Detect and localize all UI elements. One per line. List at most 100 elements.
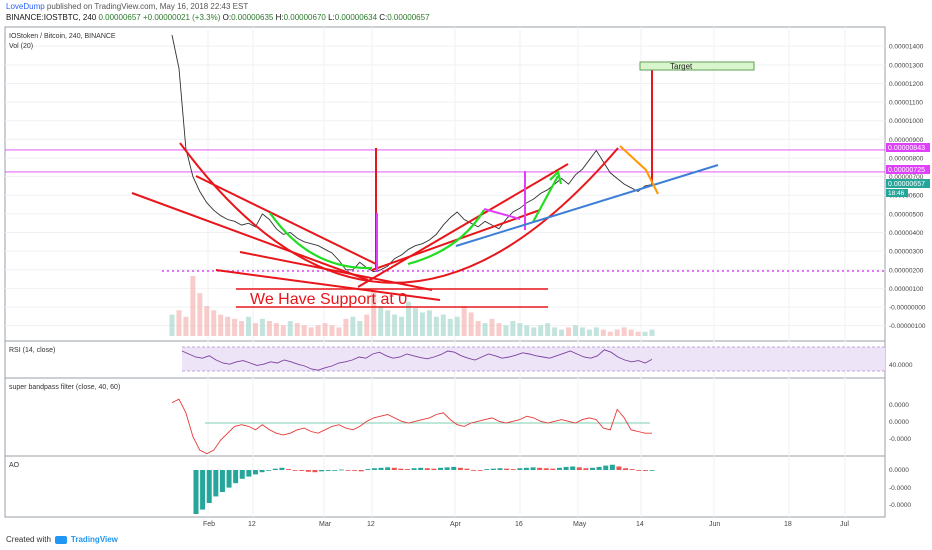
ao-bar	[213, 470, 219, 497]
ao-bar	[239, 470, 245, 479]
author-link[interactable]: LoveDump	[6, 2, 45, 11]
volume-bar	[566, 327, 572, 336]
ao-bar	[252, 470, 258, 475]
green-arc-left	[269, 212, 373, 270]
low-value: 0.00000634	[334, 13, 378, 22]
volume-bar	[447, 318, 453, 336]
ao-bar	[338, 469, 344, 471]
ao-bar	[391, 467, 397, 470]
volume-bar	[419, 312, 425, 336]
volume-bar	[412, 308, 418, 336]
ao-bar	[570, 466, 576, 470]
ao-bar	[438, 467, 444, 470]
volume-bar	[433, 316, 439, 336]
ao-bar	[464, 468, 470, 470]
ao-bar	[279, 467, 285, 470]
y-tick-label: -0.00000000	[889, 305, 926, 312]
ao-bar	[623, 468, 629, 470]
volume-bar	[531, 327, 537, 336]
volume-bar	[378, 306, 384, 336]
ao-bar	[537, 467, 543, 470]
volume-bar	[482, 323, 488, 336]
indicator-scales: 40.0000 0.0000 0.0000 -0.0000 0.0000 -0.0000 -…	[889, 362, 913, 509]
volume-bar	[197, 293, 203, 336]
indicator-tick-label: 0.0000	[889, 419, 909, 426]
volume-bar	[600, 329, 606, 336]
rsi-title: RSI (14, close)	[9, 347, 55, 354]
y-tick-label: 0.00000500	[889, 211, 924, 218]
ao-bar	[206, 470, 212, 503]
volume-bar	[218, 314, 224, 336]
badge-last-text: 0.00000657	[888, 181, 925, 188]
time-axis[interactable]: Feb 12 Mar 12 Apr 16 May 14 Jun 18 Jul	[203, 521, 849, 528]
badge-countdown-text: 18:46	[888, 190, 905, 197]
ao-bar	[219, 470, 225, 492]
ao-bar	[286, 469, 292, 470]
y-tick-label: 0.00000700	[889, 174, 924, 181]
last-price: 0.00000657	[98, 13, 141, 22]
ao-bar	[583, 468, 589, 470]
volume-bar	[475, 321, 481, 336]
ao-pane-frame	[4, 455, 886, 518]
indicator-tick-label: 0.0000	[889, 402, 909, 409]
y-tick-label: 0.00001100	[889, 100, 923, 107]
volume-bar	[183, 316, 189, 336]
volume-bar	[357, 321, 363, 336]
low-label: L:	[328, 13, 335, 22]
bandpass-series-line	[171, 398, 652, 455]
open-value: 0.00000635	[231, 13, 274, 22]
volume-bar	[294, 323, 300, 336]
ao-bar	[411, 468, 417, 470]
ao-bar	[451, 466, 457, 470]
ao-title: AO	[9, 462, 20, 469]
up-channel-upper	[357, 163, 569, 288]
volume-bar	[190, 276, 196, 336]
volume-bar	[252, 323, 258, 336]
volume-bar	[496, 323, 502, 336]
volume-bar	[329, 325, 335, 336]
ao-bar	[484, 469, 490, 470]
ao-bar	[431, 468, 437, 470]
x-tick-label: Feb	[203, 521, 215, 528]
ao-bar	[603, 465, 609, 470]
volume-bar	[259, 318, 265, 336]
down-channel-upper	[195, 175, 377, 265]
volume-bar	[392, 314, 398, 336]
indicator-tick-label: -0.0000	[889, 485, 911, 492]
volume-bar	[301, 325, 307, 336]
volume-bar	[169, 314, 175, 336]
x-tick-label: 16	[515, 521, 523, 528]
volume-bar	[552, 327, 558, 336]
ao-bar	[312, 470, 318, 473]
volume-bar	[315, 325, 321, 336]
green-arcs	[269, 169, 563, 270]
volume-label: Vol (20)	[9, 43, 33, 50]
ao-bar	[398, 468, 404, 470]
ao-bar	[523, 467, 529, 470]
badge-last	[886, 179, 930, 188]
volume-bar	[322, 323, 328, 336]
volume-bar	[343, 318, 349, 336]
ao-bar	[246, 470, 252, 477]
ao-bar	[371, 468, 377, 470]
volume-bar	[628, 329, 634, 336]
down-channel-lower	[131, 192, 369, 281]
tradingview-brand[interactable]: TradingView	[70, 535, 118, 544]
x-tick-label: Apr	[450, 521, 462, 528]
indicator-tick-label: 0.0000	[889, 467, 909, 474]
ao-bar	[444, 467, 450, 470]
ao-bar	[457, 467, 463, 470]
price-scale[interactable]: 0.00001400 0.00001300 0.00001200 0.00001100…	[889, 44, 926, 331]
ao-bar	[418, 467, 424, 470]
ao-bar	[319, 470, 325, 472]
volume-bar	[204, 306, 210, 336]
rsi-band	[182, 347, 885, 371]
ao-bar	[543, 468, 549, 470]
y-tick-label: 0.00000300	[889, 249, 924, 256]
volume-bar	[510, 321, 516, 336]
ao-bar	[404, 469, 410, 470]
volume-bar	[371, 288, 377, 336]
channel-lines	[131, 66, 653, 301]
volume-bar	[336, 327, 342, 336]
